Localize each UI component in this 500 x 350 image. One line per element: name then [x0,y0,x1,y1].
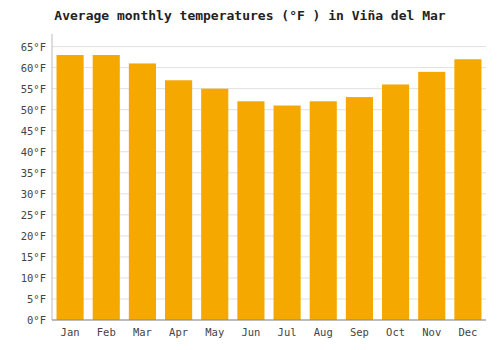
x-tick-label: Nov [422,326,441,338]
x-tick-label: Jun [241,326,260,338]
grid [52,47,486,320]
y-tick-label: 5°F [27,293,46,305]
x-tick-label: May [205,326,224,338]
bar [382,84,409,320]
x-tick-label: Dec [458,326,477,338]
y-tick-label: 15°F [21,251,46,263]
y-tick-label: 35°F [21,167,46,179]
bar [93,55,120,320]
bar [346,97,373,320]
bar [201,89,228,320]
x-axis: Jan Feb Mar Apr May Jun Jul Aug Sep Oct Nov Dec [52,320,486,338]
x-tick-label: Apr [169,326,188,338]
y-tick-label: 25°F [21,209,46,221]
bar [165,80,192,320]
x-tick-label: Feb [97,326,116,338]
bar [310,101,337,320]
bar [454,59,481,320]
grid-line [52,320,486,321]
y-tick-label: 40°F [21,146,46,158]
y-tick-label: 10°F [21,272,46,284]
x-tick-label: Oct [386,326,405,338]
bar [237,101,264,320]
bar [57,55,84,320]
bar [274,106,301,321]
x-axis-line [52,320,486,321]
y-tick-label: 20°F [21,230,46,242]
y-tick-label: 30°F [21,188,46,200]
chart: Average monthly temperatures (°F ) in Vi… [0,0,500,350]
y-tick-label: 65°F [21,41,46,53]
y-tick-label: 0°F [27,314,46,326]
y-tick-label: 45°F [21,125,46,137]
grid-line [52,46,486,47]
x-tick-label: Mar [133,326,152,338]
y-axis: 0°F 5°F 10°F 15°F 20°F 25°F 30°F 35°F 40°F 45°F 50… [21,34,52,326]
chart-container: Average monthly temperatures (°F ) in Vi… [0,0,500,350]
bar [129,63,156,320]
x-tick-label: Sep [350,326,369,338]
x-tick-label: Jan [61,326,80,338]
bar [418,72,445,320]
x-tick-label: Jul [278,326,297,338]
y-tick-label: 50°F [21,104,46,116]
title: Average monthly temperatures (°F ) in Vi… [54,8,446,23]
bars [57,55,482,320]
x-tick-label: Aug [314,326,333,338]
y-tick-label: 55°F [21,83,46,95]
y-tick-label: 60°F [21,62,46,74]
y-axis-line [52,34,53,320]
